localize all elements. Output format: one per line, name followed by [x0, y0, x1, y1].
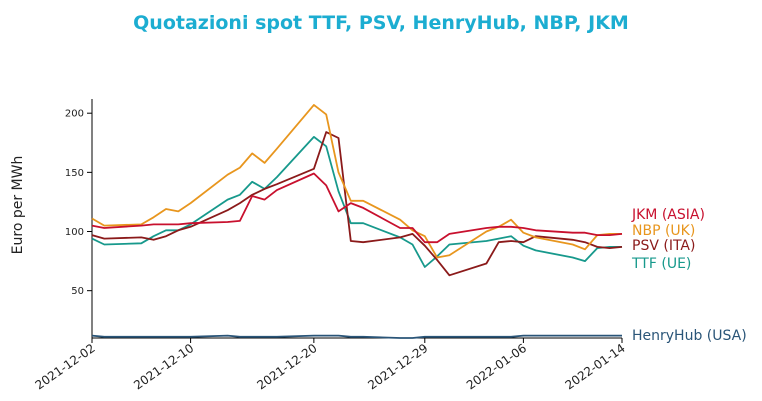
series-label: NBP (UK) — [632, 223, 695, 239]
chart-title: Quotazioni spot TTF, PSV, HenryHub, NBP,… — [133, 12, 629, 34]
series-line — [91, 334, 622, 339]
x-tick-label: 2021-12-02 — [33, 341, 98, 392]
series-label: TTF (UE) — [631, 256, 691, 272]
series-label: HenryHub (USA) — [632, 328, 747, 344]
series-line — [91, 135, 622, 268]
series-line — [91, 172, 623, 244]
y-tick-label: 50 — [71, 286, 84, 297]
series-line — [91, 131, 623, 277]
axes: 50 100 150 200 2021-12-02 2021-12-10 2021-12-2… — [33, 99, 628, 392]
y-tick-label: 200 — [65, 109, 84, 120]
y-tick-label: 100 — [65, 227, 84, 238]
y-axis-label: Euro per MWh — [10, 156, 26, 255]
x-tick-label: 2021-12-20 — [254, 341, 319, 392]
series-label: PSV (ITA) — [632, 238, 695, 254]
series-lines — [91, 104, 623, 339]
x-tick-label: 2022-01-14 — [563, 341, 628, 392]
x-tick-label: 2021-12-29 — [365, 341, 430, 392]
y-tick-label: 150 — [65, 168, 84, 179]
series-labels: JKM (ASIA)NBP (UK)PSV (ITA) TTF (UE) Henry… — [631, 207, 747, 344]
x-tick-label: 2022-01-06 — [464, 341, 529, 392]
series-line — [91, 104, 622, 259]
x-tick-label: 2021-12-10 — [131, 341, 196, 392]
series-label: JKM (ASIA) — [631, 207, 705, 223]
